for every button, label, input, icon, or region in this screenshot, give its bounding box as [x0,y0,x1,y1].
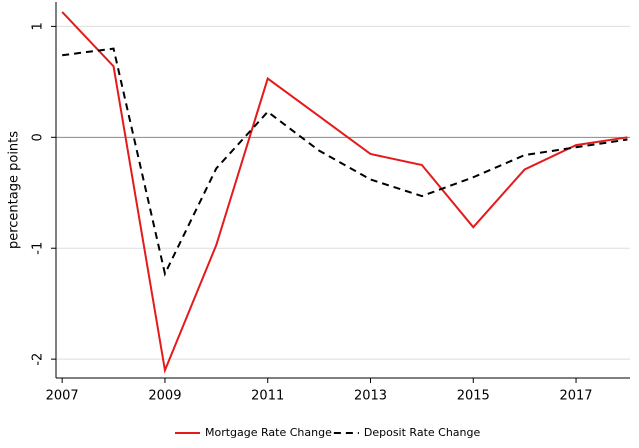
y-axis-label: percentage points [7,131,22,249]
x-tick-label: 2017 [559,389,592,404]
legend: Mortgage Rate Change Deposit Rate Change [175,426,480,439]
x-tick-label: 2015 [457,389,490,404]
legend-label: Mortgage Rate Change [205,426,332,439]
y-tick-label: -2 [31,353,46,366]
y-tick-label: 1 [31,22,46,30]
x-tick-label: 2009 [148,389,181,404]
x-tick-label: 2011 [251,389,284,404]
x-tick-label: 2007 [46,389,79,404]
x-tick-label: 2013 [354,389,387,404]
series-line [62,47,628,277]
legend-label: Deposit Rate Change [364,426,481,439]
y-tick-label: 0 [31,133,46,141]
y-tick-label: -1 [31,242,46,255]
series-line [61,11,628,374]
